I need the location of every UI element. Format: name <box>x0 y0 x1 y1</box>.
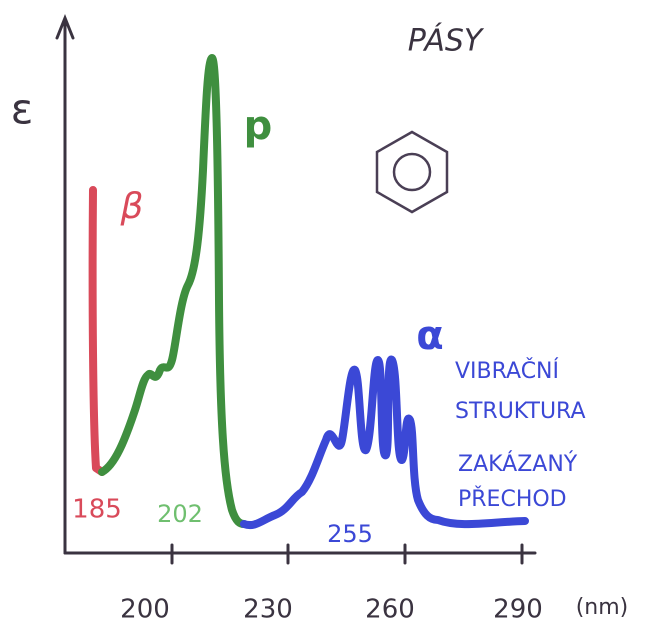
x-tick-label: 260 <box>365 595 415 625</box>
x-axis-unit: (nm) <box>576 595 629 620</box>
peak-label: 185 <box>72 495 122 525</box>
x-tick-label: 290 <box>493 595 543 625</box>
beta-band-curve <box>93 190 102 472</box>
x-tick-label: 200 <box>120 595 170 625</box>
note: STRUKTURA <box>455 399 586 424</box>
note: ZAKÁZANÝ <box>458 451 578 477</box>
band-name: p <box>244 103 273 149</box>
p-band-curve <box>102 58 244 524</box>
peak-label: 255 <box>327 520 373 548</box>
y-axis-label: ε <box>11 85 34 134</box>
benzene-ring <box>377 132 447 212</box>
y-axis <box>57 18 73 553</box>
x-tick-label: 230 <box>243 595 293 625</box>
note: VIBRAČNÍ <box>455 358 559 384</box>
diagram: ε 200 230 260 290 (nm) PÁSY β p α 185 20… <box>0 0 648 633</box>
title: PÁSY <box>408 23 485 59</box>
band-name: β <box>120 186 144 227</box>
band-name: α <box>416 313 443 359</box>
note: PŘECHOD <box>458 486 567 512</box>
peak-label: 202 <box>157 500 203 528</box>
